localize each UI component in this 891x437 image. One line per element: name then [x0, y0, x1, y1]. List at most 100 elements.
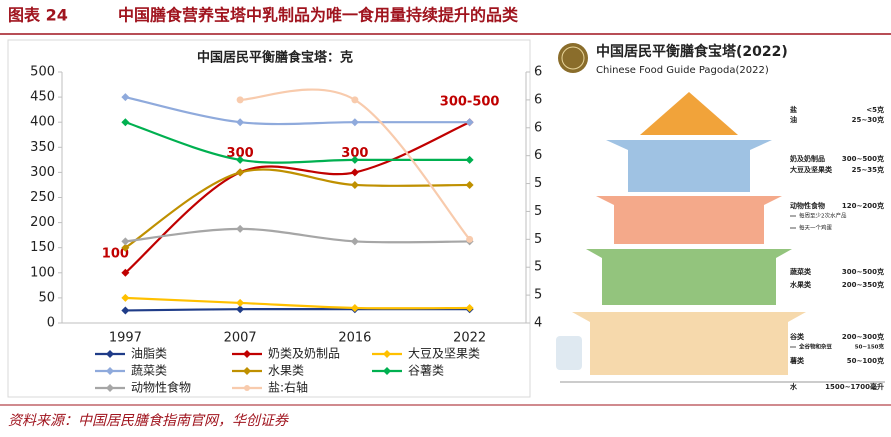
legend-label: 油脂类	[131, 346, 167, 361]
point	[465, 303, 474, 312]
chart-frame	[7, 39, 531, 398]
point	[121, 118, 130, 127]
series-line	[125, 121, 470, 164]
item-label: 蔬菜类	[790, 267, 812, 276]
legend-label: 水果类	[268, 364, 304, 378]
pagoda-title: 中国居民平衡膳食宝塔(2022)	[596, 43, 788, 60]
figure-title: 中国膳食营养宝塔中乳制品为唯一食用量持续提升的品类	[118, 6, 519, 25]
point	[466, 235, 474, 243]
item-amount: 200~350克	[842, 280, 884, 289]
annotation: 300-500	[440, 95, 500, 110]
legend-label: 奶类及奶制品	[268, 347, 340, 361]
item-amount: 50~100克	[847, 356, 884, 365]
data-label: 300	[227, 146, 254, 161]
x-tick-label: 2007	[224, 331, 257, 346]
point	[236, 224, 245, 233]
point	[465, 180, 474, 189]
item-label: 谷类	[790, 332, 805, 341]
legend-marker	[383, 350, 391, 358]
point	[121, 93, 130, 102]
series-line	[125, 227, 470, 244]
item-label: 全谷物和杂豆	[798, 343, 833, 351]
series-line	[125, 296, 470, 310]
water-glass	[556, 336, 582, 370]
source: 资料来源：中国居民膳食指南官网，华创证券	[8, 413, 289, 429]
tier-grain	[572, 312, 806, 375]
x-tick-label: 2022	[453, 331, 486, 346]
pagoda-subtitle: Chinese Food Guide Pagoda(2022)	[596, 65, 769, 76]
item-amount: 50~150克	[855, 343, 885, 351]
legend-marker	[243, 367, 251, 375]
y2-tick-label: 6	[534, 148, 542, 163]
legend-label: 谷薯类	[408, 364, 444, 378]
item-amount: 300~500克	[842, 267, 884, 276]
item-amount: 25~35克	[852, 165, 884, 174]
x-tick-label: 2016	[338, 331, 371, 346]
item-amount: 200~300克	[842, 332, 884, 341]
point	[121, 306, 130, 315]
figure-label: 图表 24	[8, 6, 68, 25]
pagoda: 中国居民平衡膳食宝塔(2022) Chinese Food Guide Pagod…	[556, 43, 885, 391]
legend-marker	[106, 350, 114, 358]
item-label: 奶及奶制品	[790, 154, 825, 163]
point	[236, 168, 245, 177]
y-tick-label: 50	[38, 290, 55, 305]
item-label: 盐	[790, 105, 797, 114]
legend-label: 盐:右轴	[268, 380, 308, 395]
y2-tick-label: 5	[534, 232, 542, 247]
point	[121, 268, 130, 277]
data-label: 100	[102, 246, 129, 261]
y-tick-label: 300	[30, 165, 55, 180]
y2-tick-label: 5	[534, 288, 542, 303]
y2-tick-label: 4	[534, 316, 542, 331]
tier-vegetable	[586, 249, 792, 305]
y2-tick-label: 5	[534, 176, 542, 191]
y2-tick-label: 6	[534, 120, 542, 135]
legend-label: 动物性食物	[131, 380, 191, 395]
legend-marker	[244, 385, 250, 391]
point	[350, 168, 359, 177]
point	[121, 237, 130, 246]
item-label: 油	[790, 115, 797, 124]
legend-label: 蔬菜类	[131, 364, 167, 378]
y-tick-label: 400	[30, 115, 55, 130]
y-tick-label: 0	[47, 316, 55, 331]
point	[236, 96, 244, 104]
y-tick-label: 250	[30, 190, 55, 205]
point	[121, 293, 130, 302]
x-tick-label: 1997	[109, 331, 142, 346]
note: 每天一个鸡蛋	[799, 224, 833, 232]
y-tick-label: 100	[30, 265, 55, 280]
item-amount: 1500~1700毫升	[825, 382, 884, 391]
point	[236, 305, 245, 314]
series-line	[124, 168, 470, 249]
y2-tick-label: 5	[534, 260, 542, 275]
y-tick-label: 150	[30, 240, 55, 255]
tier-animal	[596, 196, 782, 244]
data-label: 300	[341, 146, 368, 161]
tier-oil-salt	[640, 92, 738, 135]
y2-tick-label: 6	[534, 92, 542, 107]
point	[465, 118, 474, 127]
legend-marker	[243, 350, 251, 358]
y-tick-label: 500	[30, 65, 55, 80]
legend-label: 大豆及坚果类	[408, 347, 480, 361]
y-tick-label: 450	[30, 90, 55, 105]
note: 每周至少2次水产品	[799, 212, 847, 220]
chart-title: 中国居民平衡膳食宝塔：克	[197, 50, 353, 66]
point	[351, 96, 359, 104]
legend-marker	[383, 367, 391, 375]
item-label: 水果类	[790, 280, 812, 289]
item-amount: 300~500克	[842, 154, 884, 163]
point	[465, 155, 474, 164]
item-label: 大豆及坚果类	[790, 165, 833, 174]
tier-dairy	[606, 140, 772, 192]
y-tick-label: 350	[30, 140, 55, 155]
point	[236, 298, 245, 307]
item-label: 薯类	[789, 356, 805, 365]
item-amount: <5克	[866, 105, 884, 114]
y2-tick-label: 6	[534, 65, 542, 80]
item-amount: 25~30克	[852, 115, 884, 124]
item-amount: 120~200克	[842, 201, 884, 210]
